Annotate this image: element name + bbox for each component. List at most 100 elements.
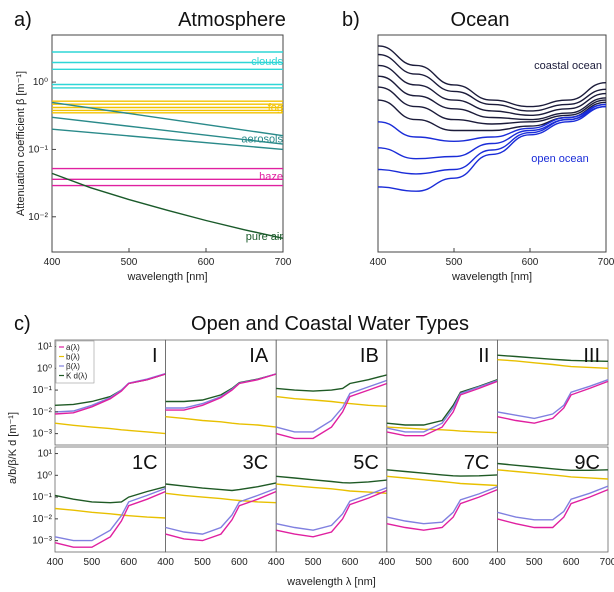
water-type-a-line — [165, 490, 277, 542]
water-type-beta-line — [276, 487, 388, 531]
water-type-panel-III: III — [496, 339, 609, 446]
panel-a-plot: 400 500 600 700 10⁰ 10⁻¹ 10⁻² wavelength [nm] At… — [15, 34, 292, 283]
water-type-kd-line — [386, 469, 498, 477]
water-type-beta-line — [165, 487, 277, 535]
water-type-label: III — [583, 345, 600, 367]
water-type-beta-line — [54, 487, 166, 542]
panel-a-aerosols-line — [51, 116, 284, 145]
panel-b-open-line — [377, 105, 607, 192]
water-type-label: II — [478, 345, 489, 367]
water-type-frame — [496, 446, 609, 553]
water-type-b-line — [276, 483, 387, 494]
panel-c-xtick-label: 400 — [47, 557, 64, 568]
panel-c-xtick-label: 700 — [600, 557, 614, 568]
water-type-kd-line — [54, 486, 166, 504]
panel-a-aerosols-line — [51, 101, 284, 137]
water-type-a-line — [276, 382, 388, 440]
water-type-kd-line — [276, 475, 387, 484]
panel-b-xlabel: wavelength [nm] — [451, 271, 532, 283]
legend-entry: b(λ) — [66, 353, 80, 362]
water-type-label: 9C — [574, 452, 600, 474]
water-type-beta-line — [497, 485, 609, 521]
water-type-panel-IB: IB — [275, 339, 388, 446]
panel-a-ytick-label: 10⁻² — [28, 212, 48, 223]
water-type-b-line — [386, 475, 498, 487]
panel-b-xtick-label: 500 — [446, 257, 463, 268]
panel-c-xtick-label: 400 — [157, 557, 174, 568]
panel-b-letter: b) — [342, 9, 360, 31]
water-type-a-line — [165, 373, 277, 411]
panel-b-coastal-line — [377, 53, 607, 112]
panel-b-coastal-line — [377, 64, 607, 117]
panel-a-annotation-haze: haze — [259, 171, 283, 183]
panel-a-ylabel: Attenuation coefficient β [m⁻¹] — [15, 71, 27, 216]
water-type-beta-line — [276, 379, 388, 433]
panel-b-xtick-label: 600 — [522, 257, 539, 268]
panel-a-ytick-label: 10⁰ — [33, 77, 48, 88]
water-type-kd-line — [165, 482, 277, 492]
panel-a-xtick-label: 400 — [44, 257, 61, 268]
panel-c-xtick-label: 600 — [120, 557, 137, 568]
panel-c-xtick-label: 400 — [268, 557, 285, 568]
water-type-label: 1C — [132, 452, 158, 474]
water-type-label: 5C — [353, 452, 379, 474]
panel-c-xtick-label: 500 — [84, 557, 101, 568]
water-type-panel-I: I 10¹ 10⁰ 10⁻¹ 10⁻² 10⁻³ — [32, 339, 166, 446]
panel-c-ylabel: a/b/β/K d [m⁻¹] — [7, 412, 19, 484]
panel-c-ytick-label: 10⁰ — [37, 470, 52, 481]
legend-entry: β(λ) — [66, 362, 80, 371]
panel-c-ytick-label: 10⁰ — [37, 363, 52, 374]
panel-a-annotation-pure_air: pure air — [246, 231, 284, 243]
water-type-panel-5C: 5C 400 500 600 — [268, 446, 388, 568]
water-type-b-line — [497, 469, 609, 480]
water-type-kd-line — [276, 374, 387, 392]
water-type-beta-line — [386, 379, 498, 433]
panel-a-xtick-label: 600 — [198, 257, 215, 268]
water-type-a-line — [276, 489, 388, 538]
panel-a-xtick-label: 700 — [275, 257, 292, 268]
water-type-label: 3C — [243, 452, 269, 474]
panel-c-xtick-label: 600 — [452, 557, 469, 568]
water-type-a-line — [386, 380, 498, 437]
water-type-beta-line — [386, 486, 498, 525]
panel-a-annotation-fog: fog — [268, 102, 283, 114]
water-type-panel-9C: 9C 400 500 600 700 — [489, 446, 614, 568]
panel-a-xlabel: wavelength [nm] — [126, 271, 207, 283]
panel-b-annotation-open: open ocean — [531, 153, 589, 165]
panel-c-ytick-label: 10⁻² — [32, 407, 52, 418]
panel-a-ytick-label: 10⁻¹ — [28, 144, 48, 155]
panel-c-letter: c) — [14, 313, 31, 335]
panel-c-title: Open and Coastal Water Types — [191, 313, 469, 335]
panel-b-xtick-label: 400 — [370, 257, 387, 268]
water-type-a-line — [54, 373, 166, 415]
panel-c-xtick-label: 500 — [305, 557, 322, 568]
panel-a-aerosols-line — [51, 128, 284, 151]
water-type-b-line — [276, 395, 387, 407]
water-type-b-line — [54, 507, 166, 519]
panel-a-title: Atmosphere — [178, 9, 286, 31]
panel-c-ytick-label: 10¹ — [38, 449, 53, 460]
water-type-b-line — [165, 492, 277, 504]
water-type-panel-7C: 7C 400 500 600 — [378, 446, 498, 568]
panel-c-xtick-label: 600 — [342, 557, 359, 568]
panel-c-xtick-label: 400 — [378, 557, 395, 568]
panel-c-xtick-label: 400 — [489, 557, 506, 568]
panel-c-ytick-label: 10⁻² — [32, 514, 52, 525]
legend-entry: a(λ) — [66, 343, 80, 352]
water-type-b-line — [497, 359, 609, 369]
panel-b-annotation-coastal: coastal ocean — [534, 60, 602, 72]
panel-b-title: Ocean — [451, 9, 510, 31]
panel-b-coastal-line — [377, 86, 607, 125]
panel-b-plot: 400 500 600 700 wavelength [nm] coastal ocean… — [370, 34, 614, 283]
panel-a-annotation-aerosols: aerosols — [241, 134, 283, 146]
panel-c-ytick-label: 10⁻³ — [32, 429, 52, 440]
panel-b-open-line — [377, 103, 607, 143]
water-type-kd-line — [497, 354, 609, 362]
water-type-label: I — [152, 345, 158, 367]
water-type-a-line — [386, 488, 498, 531]
panel-b-open-line — [377, 105, 607, 175]
water-type-label: IA — [249, 345, 269, 367]
panel-a-letter: a) — [14, 9, 32, 31]
